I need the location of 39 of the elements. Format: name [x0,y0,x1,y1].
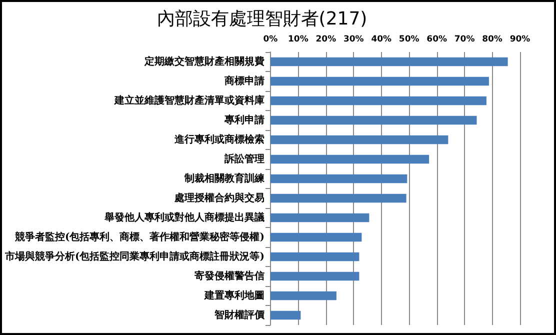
y-tick-label: 寄發侵權警告信 [194,270,264,282]
y-tick-label: 智財權評價 [213,308,266,321]
x-tick-label: 50% [398,34,420,44]
y-tick-label: 定期繳交智慧財產相關規費 [143,55,264,68]
bar [270,213,370,222]
y-tick-label: 舉發他人專利或對他人商標提出異議 [103,211,264,224]
x-tick-label: 0% [263,34,278,44]
y-tick-label: 市場與競爭分析(包括監控同業專利申請或商標註冊狀況等) [4,250,264,262]
bar [270,57,508,66]
x-tick-label: 20% [316,34,337,44]
x-tick-label: 30% [343,34,364,44]
y-tick-label: 訴訟管理 [223,152,264,165]
y-tick-label: 處理授權合約與交易 [173,192,264,204]
y-tick-label: 制裁相關教育訓練 [183,172,266,184]
y-tick-label: 商標申請 [223,74,264,87]
x-tick-label: 10% [288,34,309,44]
y-tick-label: 專利申請 [223,114,264,126]
bar [270,135,448,144]
y-tick-label: 建立並維護智慧財產清單或資料庫 [113,94,264,106]
bar [270,154,430,164]
bar [270,310,301,320]
bar [270,116,477,125]
bar [270,272,360,281]
bar [270,194,406,203]
bar [270,291,336,300]
x-tick-label: 80% [482,34,503,44]
chart-title: 內部設有處理智財者(217) [156,8,368,30]
x-tick-label: 40% [371,34,392,44]
bar [270,76,489,86]
x-tick-label: 90% [510,34,531,44]
y-tick-label: 競爭者監控(包括專利、商標、著作權和營業秘密等侵權) [14,230,264,243]
bar [270,252,360,262]
bar [270,232,362,242]
x-tick-label: 60% [426,34,448,44]
x-tick-label: 70% [454,34,476,44]
bar [270,174,408,184]
y-tick-label: 進行專利或商標檢索 [173,133,264,146]
bar [270,96,486,106]
y-tick-label: 建置專利地圖 [203,289,264,302]
